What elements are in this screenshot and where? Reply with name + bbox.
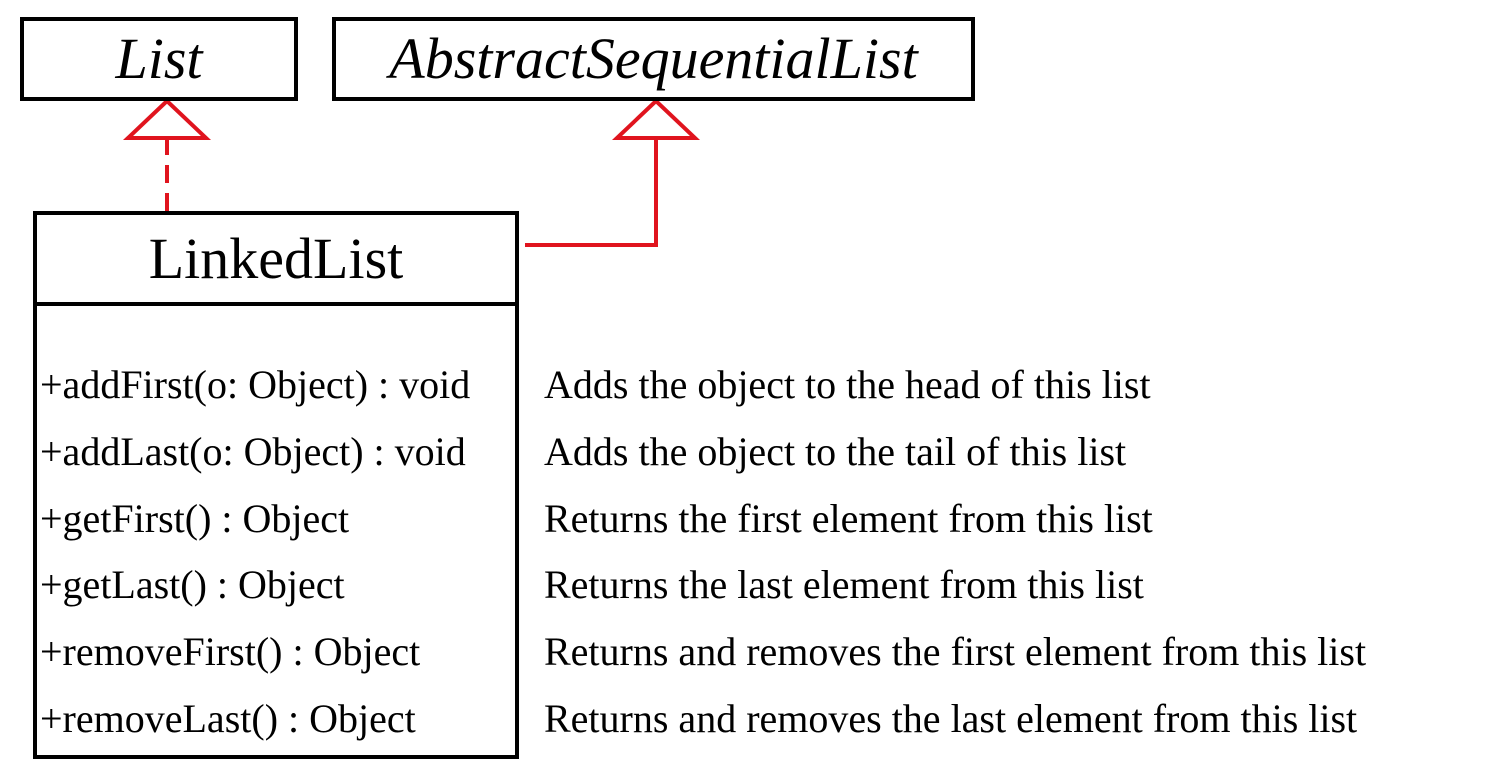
method-description: Adds the object to the tail of this list	[544, 429, 1127, 474]
method-signature: +addFirst(o: Object) : void	[40, 362, 471, 407]
method-description: Returns the first element from this list	[544, 496, 1153, 541]
linked-list-class-box: LinkedList +addFirst(o: Object) : void +…	[33, 211, 519, 759]
list-interface-box: List	[20, 17, 298, 101]
generalization-line	[525, 138, 658, 247]
method-signature: +removeLast() : Object	[40, 696, 416, 741]
abstract-sequential-list-name: AbstractSequentialList	[389, 26, 918, 91]
linked-list-class-name: LinkedList	[37, 215, 515, 306]
method-signature: +getLast() : Object	[40, 562, 345, 607]
realization-arrowhead	[122, 98, 212, 140]
method-signature: +removeFirst() : Object	[40, 629, 421, 674]
method-description: Returns the last element from this list	[544, 562, 1144, 607]
method-description: Returns and removes the first element fr…	[544, 629, 1367, 674]
method-signature: +getFirst() : Object	[40, 496, 350, 541]
abstract-sequential-list-box: AbstractSequentialList	[332, 17, 975, 101]
method-description: Adds the object to the head of this list	[544, 362, 1151, 407]
generalization-arrowhead	[611, 98, 701, 140]
method-description: Returns and removes the last element fro…	[544, 696, 1358, 741]
list-interface-name: List	[115, 26, 203, 91]
method-signature: +addLast(o: Object) : void	[40, 429, 466, 474]
